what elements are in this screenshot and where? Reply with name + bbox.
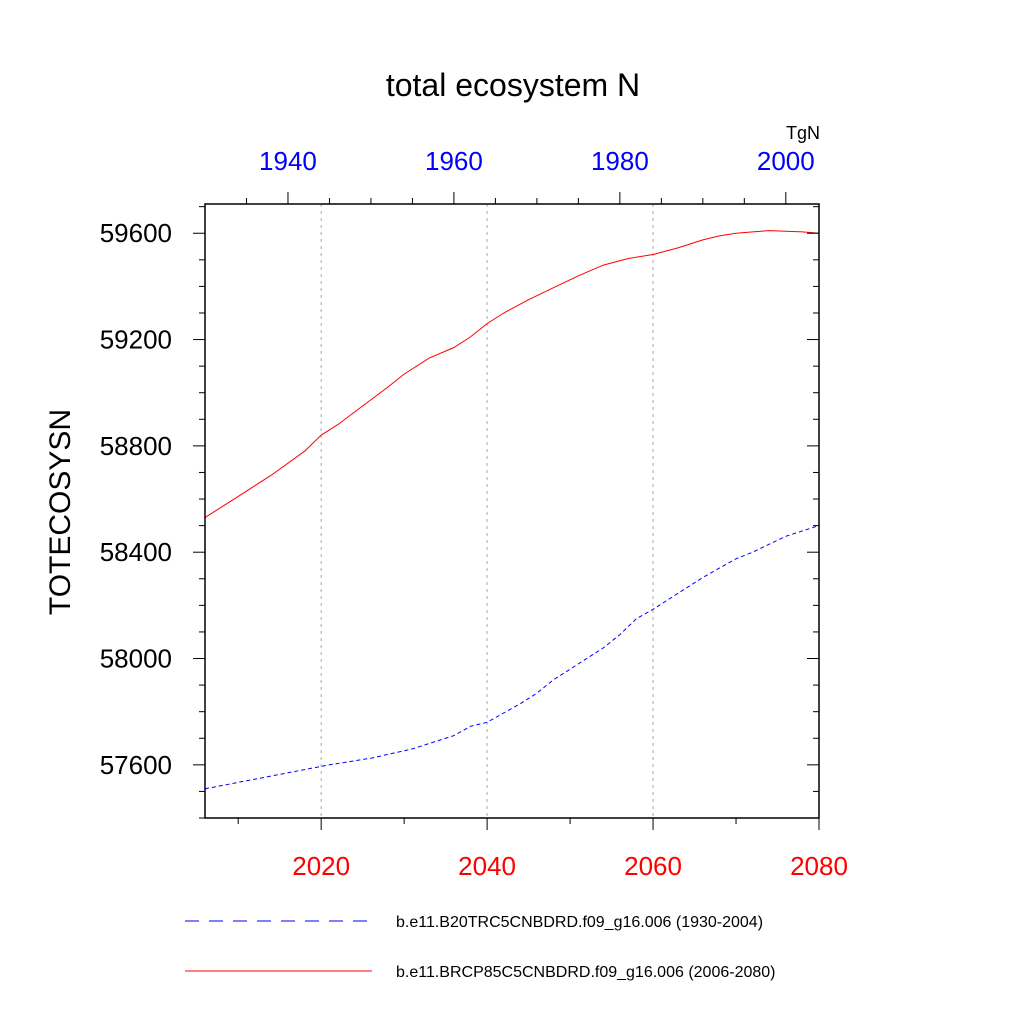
y-tick-label-57600: 57600 bbox=[100, 750, 172, 780]
y-axis-label: TOTECOSYSN bbox=[44, 409, 77, 615]
top-tick-label-1960: 1960 bbox=[425, 146, 483, 176]
bottom-tick-label-2080: 2080 bbox=[790, 851, 848, 881]
plot-frame bbox=[204, 203, 820, 819]
y-tick-label-58000: 58000 bbox=[100, 644, 172, 674]
legend-label-red: b.e11.BRCP85C5CNBDRD.f09_g16.006 (2006-2… bbox=[396, 964, 775, 981]
y-tick-label-58800: 58800 bbox=[100, 431, 172, 461]
bottom-tick-label-2020: 2020 bbox=[292, 851, 350, 881]
series-line-0 bbox=[204, 525, 820, 790]
legend: b.e11.B20TRC5CNBDRD.f09_g16.006 (1930-20… bbox=[185, 914, 775, 981]
top-tick-label-2000: 2000 bbox=[757, 146, 815, 176]
top-tick-label-1940: 1940 bbox=[259, 146, 317, 176]
chart-title: total ecosystem N bbox=[386, 67, 640, 103]
y-tick-label-59200: 59200 bbox=[100, 325, 172, 355]
bottom-tick-label-2040: 2040 bbox=[458, 851, 516, 881]
grid-layer bbox=[320, 204, 654, 818]
bottom-tick-label-2060: 2060 bbox=[624, 851, 682, 881]
axis-layer: 2020 2040 2060 2080 1940 1960 1980 2000 57600 580… bbox=[100, 146, 848, 881]
y-tick-label-58400: 58400 bbox=[100, 537, 172, 567]
series-line-1 bbox=[204, 230, 820, 519]
legend-label-blue: b.e11.B20TRC5CNBDRD.f09_g16.006 (1930-20… bbox=[396, 914, 763, 931]
units-label: TgN bbox=[786, 123, 820, 143]
top-tick-label-1980: 1980 bbox=[591, 146, 649, 176]
y-tick-label-59600: 59600 bbox=[100, 218, 172, 248]
series-layer bbox=[204, 230, 820, 790]
